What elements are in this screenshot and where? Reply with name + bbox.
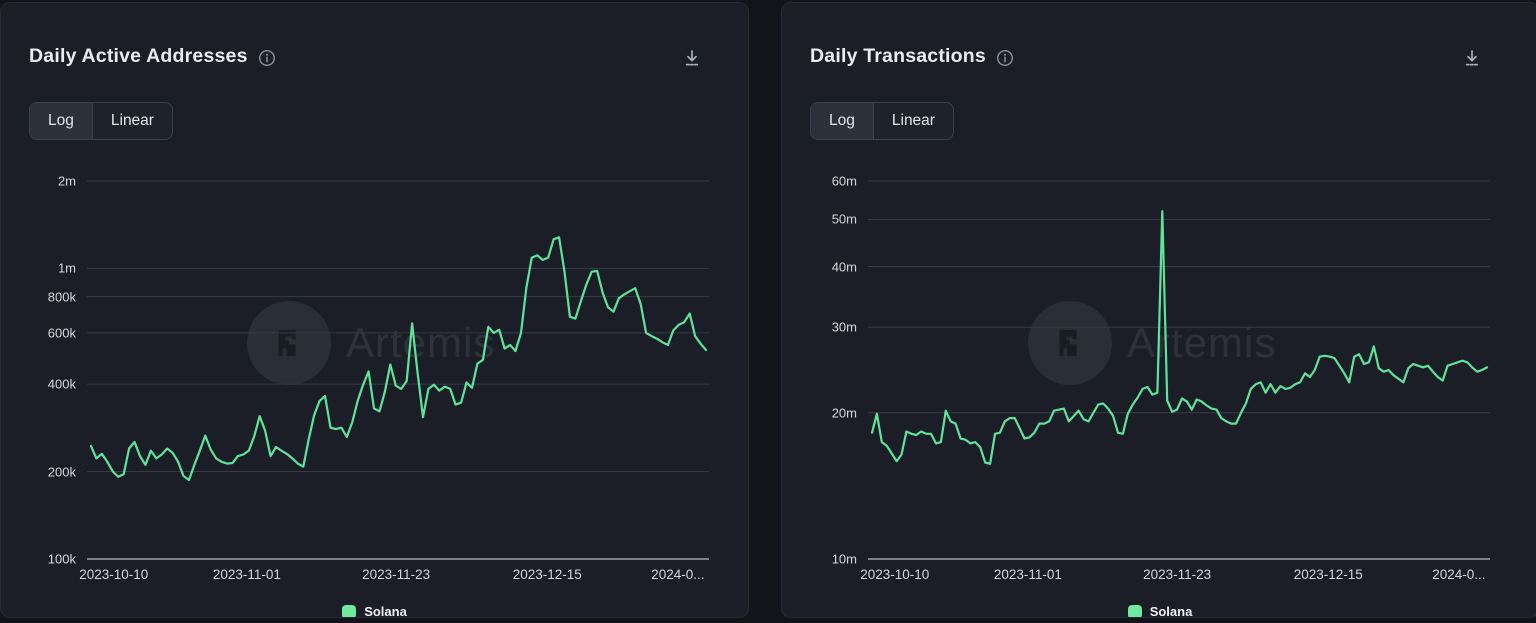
y-axis-label: 200k <box>47 464 76 480</box>
legend: Solana <box>782 604 1536 618</box>
chart-daily-active-addresses: Artemis 2m 1m 800k 600k 400k 200k 100k 2023-10… <box>48 174 709 582</box>
y-axis-label: 400k <box>47 376 76 392</box>
panel-title-row: Daily Active Addresses <box>29 45 276 68</box>
x-axis-label: 2023-12-15 <box>512 567 582 582</box>
legend: Solana <box>1 604 748 618</box>
y-axis-label: 100k <box>47 551 76 567</box>
plot-area <box>87 180 709 560</box>
y-axis-label: 20m <box>831 405 857 421</box>
panel-title: Daily Transactions <box>810 45 986 67</box>
y-axis-label: 50m <box>831 211 857 227</box>
scale-toggle: Log Linear <box>29 102 173 140</box>
solana-legend-label[interactable]: Solana <box>364 604 407 618</box>
x-axis: 2023-10-10 2023-11-01 2023-11-23 2023-12-15… <box>79 567 709 585</box>
x-axis-label: 2024-0... <box>651 567 705 582</box>
x-axis-label: 2023-11-23 <box>362 567 431 582</box>
y-axis-label: 600k <box>47 325 76 341</box>
log-toggle-button[interactable]: Log <box>30 103 93 139</box>
panel-title: Daily Active Addresses <box>29 45 248 67</box>
x-axis-label: 2023-12-15 <box>1293 567 1363 582</box>
info-icon[interactable] <box>996 49 1014 67</box>
y-axis-label: 40m <box>831 259 857 275</box>
plot-area <box>868 180 1490 560</box>
x-axis-label: 2023-11-01 <box>993 567 1062 582</box>
solana-legend-label[interactable]: Solana <box>1149 604 1193 618</box>
scale-toggle: Log Linear <box>810 102 954 140</box>
y-axis: 2m 1m 800k 600k 400k 200k 100k <box>16 174 76 567</box>
panel-daily-active-addresses: Daily Active Addresses Log Linear Artemi… <box>0 2 749 618</box>
download-icon[interactable] <box>1462 48 1482 73</box>
chart-daily-transactions: Artemis 60m 50m 40m 30m 20m 10m 2023-10-10 202… <box>832 174 1490 582</box>
x-axis: 2023-10-10 2023-11-01 2023-11-23 2023-12-15… <box>860 567 1490 585</box>
y-axis-label: 800k <box>47 289 76 305</box>
solana-legend-swatch[interactable] <box>1127 604 1142 617</box>
x-axis-label: 2023-10-10 <box>79 567 149 582</box>
x-axis-label: 2023-11-23 <box>1143 567 1212 582</box>
y-axis-label: 60m <box>831 173 857 189</box>
solana-legend-swatch[interactable] <box>342 604 357 617</box>
y-axis-label: 30m <box>831 319 857 335</box>
download-icon[interactable] <box>682 48 702 73</box>
panel-title-row: Daily Transactions <box>810 45 1014 68</box>
x-axis-label: 2024-0... <box>1432 567 1486 582</box>
y-axis: 60m 50m 40m 30m 20m 10m <box>797 174 857 567</box>
panel-daily-transactions: Daily Transactions Log Linear Artemis 60… <box>781 2 1536 618</box>
x-axis-label: 2023-10-10 <box>860 567 930 582</box>
y-axis-label: 10m <box>831 551 857 567</box>
y-axis-label: 1m <box>57 260 76 276</box>
linear-toggle-button[interactable]: Linear <box>874 103 953 139</box>
y-axis-label: 2m <box>57 173 76 189</box>
linear-toggle-button[interactable]: Linear <box>93 103 172 139</box>
log-toggle-button[interactable]: Log <box>811 103 874 139</box>
x-axis-label: 2023-11-01 <box>212 567 281 582</box>
info-icon[interactable] <box>258 49 276 67</box>
